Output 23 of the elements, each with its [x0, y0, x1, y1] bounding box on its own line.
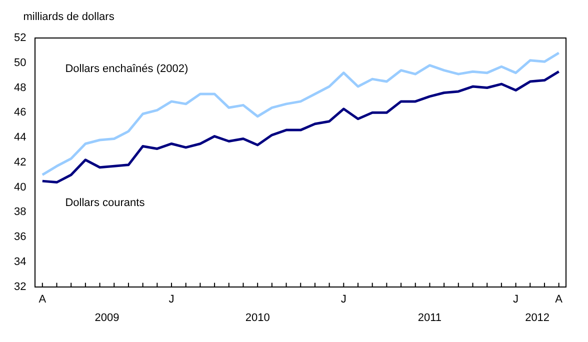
y-tick-label: 52: [14, 32, 26, 44]
text: 2009: [94, 312, 120, 324]
text: 2011: [418, 312, 442, 324]
x-tick-label: A: [38, 293, 47, 306]
y-tick-label: 34: [14, 256, 26, 268]
y-tick-label: 44: [14, 132, 26, 144]
y-tick-label: 36: [14, 231, 26, 244]
text: 2012: [525, 312, 550, 324]
x-tick-label: J: [168, 293, 174, 306]
y-tick-label: 42: [14, 156, 26, 168]
y-tick-label: 46: [14, 106, 26, 119]
text: 2010: [245, 312, 270, 324]
text: Dollars enchaînés (2002): [65, 63, 188, 75]
y-tick-label: 48: [14, 82, 26, 94]
y-tick-label: 32: [14, 280, 26, 293]
y-tick-label: 38: [14, 206, 26, 218]
x-tick-label: A: [555, 293, 564, 306]
series-label: Dollars courants: [65, 197, 146, 209]
y-axis-title: milliards de dollars: [23, 11, 115, 23]
x-tick-label: J: [513, 293, 519, 306]
x-tick-label: J: [340, 293, 346, 306]
y-tick-label: 40: [14, 181, 26, 194]
y-tick-label: 50: [14, 56, 26, 69]
